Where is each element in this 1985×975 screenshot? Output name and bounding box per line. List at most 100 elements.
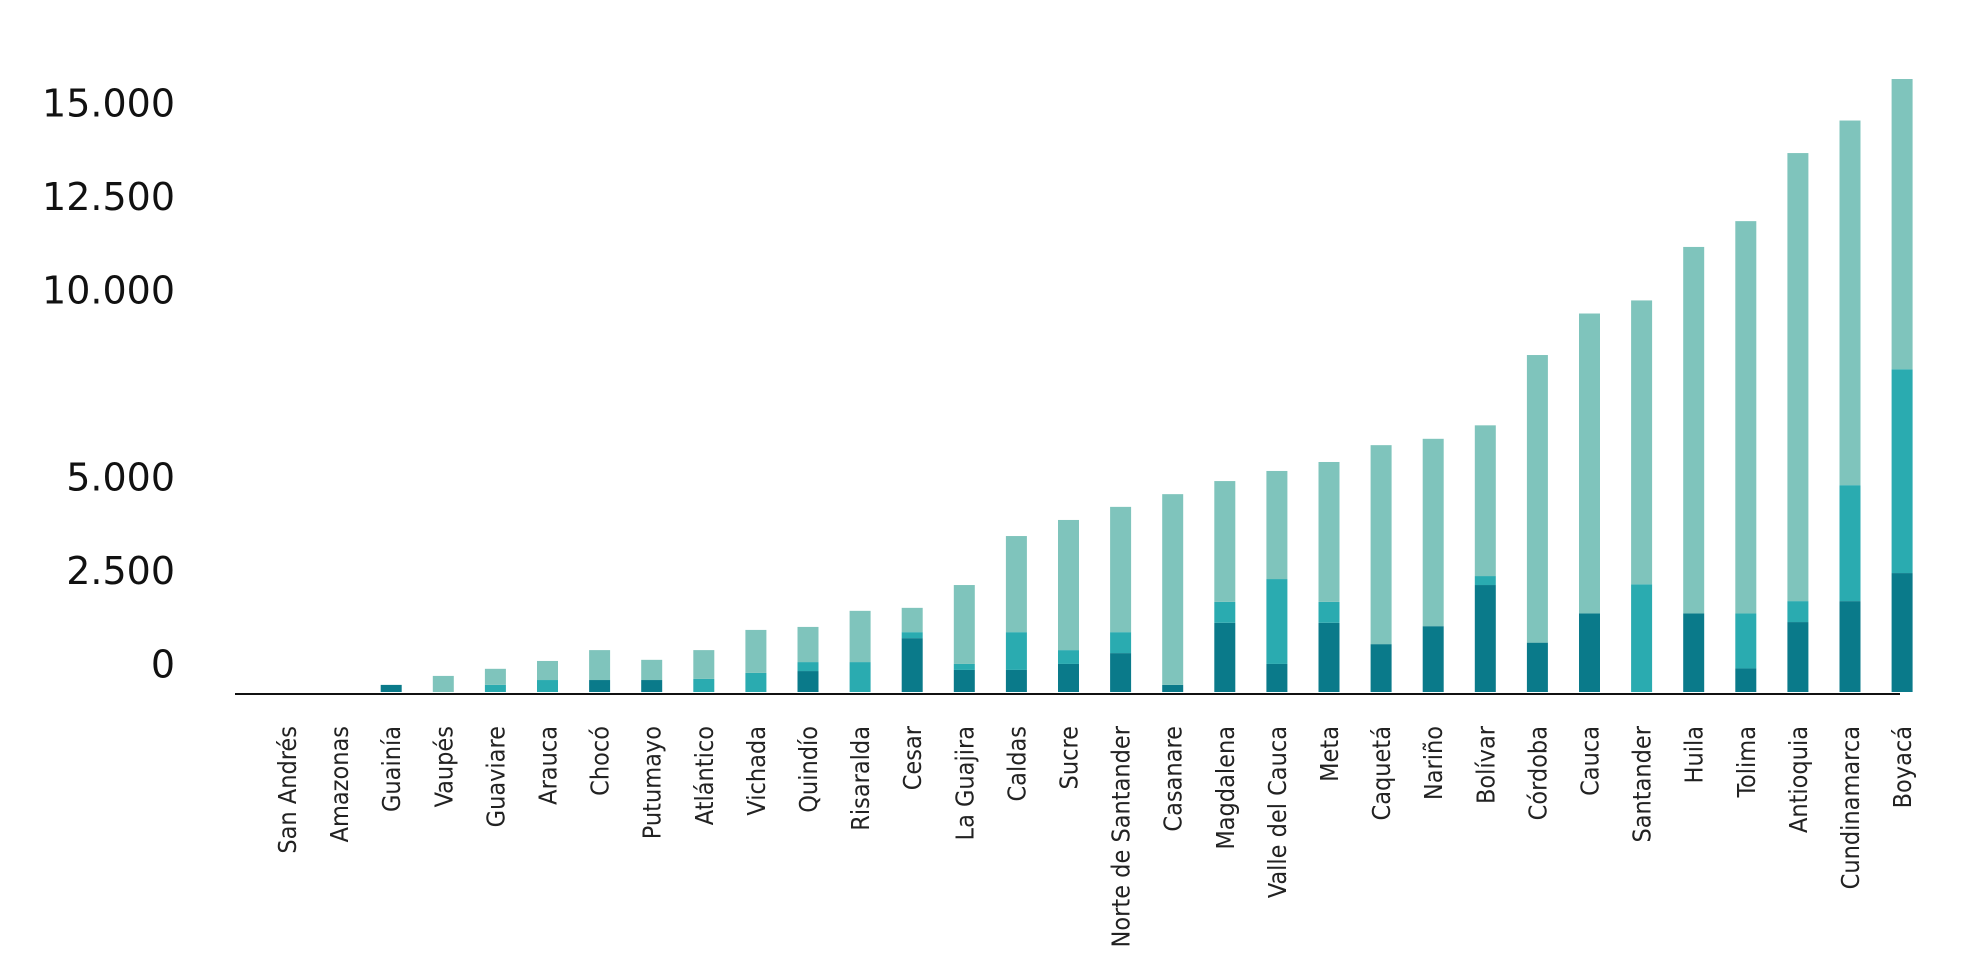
bar-segment-2 — [1474, 576, 1496, 586]
x-tick-label: Casanare — [1159, 726, 1188, 832]
bar-segment-1 — [1005, 669, 1027, 692]
y-tick-label: 0 — [151, 643, 175, 687]
bar-segment-3 — [1370, 445, 1392, 645]
bar-segment-2 — [1318, 601, 1340, 623]
bar-segment-3 — [1266, 470, 1288, 580]
bar-segment-2 — [1214, 601, 1236, 623]
bars — [380, 79, 1913, 692]
y-tick-label: 15.000 — [42, 82, 175, 126]
x-tick-label: Tolima — [1732, 726, 1761, 798]
bar-segment-2 — [849, 662, 871, 692]
bar-segment-2 — [1631, 584, 1653, 692]
bar-segment-3 — [1005, 536, 1027, 633]
bar-segment-3 — [537, 660, 558, 681]
x-tick-label: Santander — [1628, 725, 1657, 842]
x-tick-label: Vaupés — [429, 726, 458, 807]
x-tick-label: Guainía — [377, 726, 406, 812]
bar-segment-3 — [484, 668, 506, 685]
x-tick-label: Caquetá — [1367, 726, 1396, 820]
bar-segment-2 — [1005, 632, 1027, 670]
bar-segment-2 — [693, 678, 715, 692]
bar-segment-3 — [1891, 79, 1913, 370]
x-tick-label: Huila — [1680, 726, 1709, 783]
bar-segment-3 — [1162, 494, 1184, 685]
x-tick-label: Magdalena — [1211, 726, 1240, 850]
bar-segment-1 — [1214, 622, 1236, 692]
bar-segment-3 — [901, 607, 923, 633]
x-tick-label: Amazonas — [325, 726, 354, 842]
bar-segment-2 — [745, 672, 767, 692]
x-tick-label: Meta — [1315, 726, 1344, 782]
bar-segment-3 — [745, 629, 767, 673]
x-tick-label: Valle del Cauca — [1263, 726, 1292, 898]
bar-segment-2 — [953, 663, 975, 670]
bar-segment-1 — [1422, 626, 1444, 692]
bar-segment-2 — [1735, 613, 1757, 669]
y-tick-label: 12.500 — [42, 175, 175, 219]
bar-segment-2 — [1058, 650, 1079, 664]
bar-segment-1 — [1735, 668, 1757, 692]
bar-segment-1 — [1839, 601, 1861, 692]
bar-segment-2 — [797, 662, 819, 672]
bar-segment-2 — [1891, 369, 1913, 574]
bar-segment-2 — [1839, 485, 1861, 602]
x-tick-label: La Guajira — [950, 726, 979, 840]
bar-segment-3 — [1214, 481, 1236, 602]
bar-segment-1 — [380, 684, 402, 692]
bar-segment-1 — [1370, 644, 1392, 692]
x-tick-label: San Andrés — [273, 726, 302, 854]
x-tick-label: Putumayo — [638, 726, 667, 839]
y-tick-label: 2.500 — [66, 549, 175, 593]
bar-segment-2 — [901, 632, 923, 639]
bar-segment-3 — [1526, 355, 1548, 643]
bar-segment-1 — [1683, 613, 1705, 692]
bar-segment-3 — [953, 585, 975, 664]
bar-segment-3 — [1631, 300, 1653, 585]
x-tick-label: Atlántico — [690, 726, 719, 825]
x-tick-label: Caldas — [1002, 726, 1031, 802]
y-tick-label: 10.000 — [42, 269, 175, 313]
bar-segment-2 — [484, 684, 506, 692]
bar-segment-3 — [641, 659, 663, 681]
bar-segment-1 — [1474, 585, 1496, 692]
x-tick-label: Boyacá — [1888, 726, 1917, 808]
bar-segment-2 — [1787, 601, 1809, 623]
bar-segment-3 — [1787, 153, 1809, 602]
bar-segment-1 — [641, 680, 663, 692]
bar-segment-3 — [797, 626, 819, 663]
x-tick-label: Guaviare — [481, 726, 510, 827]
bar-segment-3 — [1474, 425, 1496, 577]
x-tick-label: Vichada — [742, 726, 771, 816]
bar-segment-3 — [1579, 313, 1600, 614]
bar-segment-1 — [589, 680, 611, 692]
x-axis: San Andrés Amazonas Guainía Vaupés Guaviare A… — [273, 725, 1917, 947]
y-tick-label: 5.000 — [66, 456, 175, 500]
x-tick-label: Risaralda — [846, 726, 875, 831]
bar-segment-1 — [1162, 684, 1184, 692]
x-tick-label: Arauca — [534, 726, 563, 805]
bar-segment-1 — [1891, 573, 1913, 692]
bar-segment-3 — [849, 610, 871, 663]
bar-segment-3 — [1318, 461, 1340, 602]
bar-segment-3 — [693, 650, 715, 679]
bar-segment-3 — [1110, 506, 1132, 633]
bar-segment-3 — [1058, 519, 1079, 651]
bar-segment-1 — [953, 669, 975, 692]
bar-segment-2 — [1266, 579, 1288, 664]
x-tick-label: Sucre — [1055, 726, 1084, 789]
bar-segment-3 — [432, 675, 454, 692]
x-tick-label: Cauca — [1576, 726, 1605, 796]
bar-segment-1 — [1318, 622, 1340, 692]
x-tick-label: Antioquia — [1784, 726, 1813, 833]
bar-segment-2 — [1110, 632, 1132, 654]
bar-segment-1 — [1526, 642, 1548, 692]
x-tick-label: Cesar — [898, 725, 927, 790]
bar-segment-1 — [901, 638, 923, 692]
bar-segment-1 — [1110, 653, 1132, 692]
x-tick-label: Norte de Santander — [1107, 725, 1136, 947]
bar-segment-1 — [1787, 622, 1809, 692]
bar-segment-1 — [797, 671, 819, 692]
bar-segment-1 — [1266, 663, 1288, 692]
x-tick-label: Bolívar — [1471, 725, 1500, 804]
